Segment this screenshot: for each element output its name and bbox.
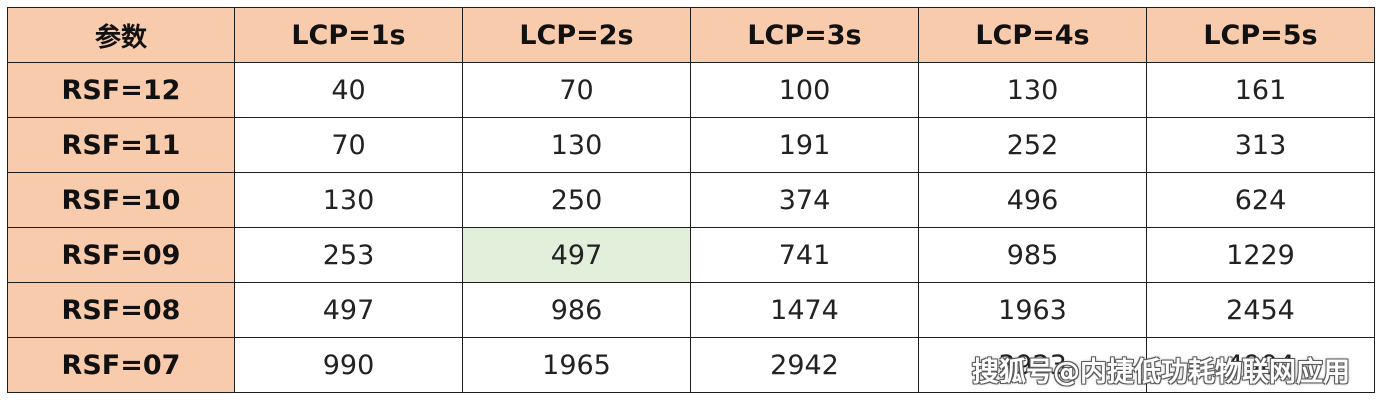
- column-header: LCP=5s: [1146, 7, 1375, 63]
- table-cell: 4904: [1146, 337, 1375, 393]
- table-cell: 100: [690, 62, 919, 118]
- table-cell: 70: [462, 62, 691, 118]
- table-cell: 70: [234, 117, 463, 173]
- table-row: RSF=07 990 1965 2942 3923 4904: [7, 337, 1375, 393]
- table-cell: 161: [1146, 62, 1375, 118]
- table-cell: 252: [918, 117, 1147, 173]
- table-cell: 374: [690, 172, 919, 228]
- table-row: RSF=09 253 497 741 985 1229: [7, 227, 1375, 283]
- row-header: RSF=12: [7, 62, 235, 118]
- table-cell: 986: [462, 282, 691, 338]
- table-cell: 250: [462, 172, 691, 228]
- column-header: LCP=4s: [918, 7, 1147, 63]
- row-header: RSF=10: [7, 172, 235, 228]
- table-cell: 3923: [918, 337, 1147, 393]
- row-header: RSF=11: [7, 117, 235, 173]
- header-row: 参数 LCP=1s LCP=2s LCP=3s LCP=4s LCP=5s: [7, 7, 1375, 63]
- table-cell: 1474: [690, 282, 919, 338]
- column-header: LCP=1s: [234, 7, 463, 63]
- table-cell: 1963: [918, 282, 1147, 338]
- table-cell: 130: [234, 172, 463, 228]
- row-header: RSF=09: [7, 227, 235, 283]
- row-header: RSF=08: [7, 282, 235, 338]
- watermark: 搜狐号@内捷低功耗物联网应用: [972, 357, 1350, 388]
- table-row: RSF=12 40 70 100 130 161: [7, 62, 1375, 118]
- table-cell: 2942: [690, 337, 919, 393]
- table-row: RSF=11 70 130 191 252 313: [7, 117, 1375, 173]
- table-cell: 985: [918, 227, 1147, 283]
- highlighted-cell: 497: [462, 227, 691, 283]
- table-cell: 2454: [1146, 282, 1375, 338]
- table-row: RSF=08 497 986 1474 1963 2454: [7, 282, 1375, 338]
- table-cell: 624: [1146, 172, 1375, 228]
- row-header: RSF=07: [7, 337, 235, 393]
- table-cell: 1965: [462, 337, 691, 393]
- column-header: LCP=2s: [462, 7, 691, 63]
- table-row: RSF=10 130 250 374 496 624: [7, 172, 1375, 228]
- table-cell: 130: [918, 62, 1147, 118]
- table-cell: 496: [918, 172, 1147, 228]
- table-cell: 191: [690, 117, 919, 173]
- table-cell: 497: [234, 282, 463, 338]
- table-cell: 741: [690, 227, 919, 283]
- data-table: 参数 LCP=1s LCP=2s LCP=3s LCP=4s LCP=5s RS…: [7, 7, 1375, 393]
- corner-header: 参数: [7, 7, 235, 63]
- table-cell: 130: [462, 117, 691, 173]
- table-cell: 253: [234, 227, 463, 283]
- table-cell: 1229: [1146, 227, 1375, 283]
- table-cell: 313: [1146, 117, 1375, 173]
- table-cell: 990: [234, 337, 463, 393]
- column-header: LCP=3s: [690, 7, 919, 63]
- table-cell: 40: [234, 62, 463, 118]
